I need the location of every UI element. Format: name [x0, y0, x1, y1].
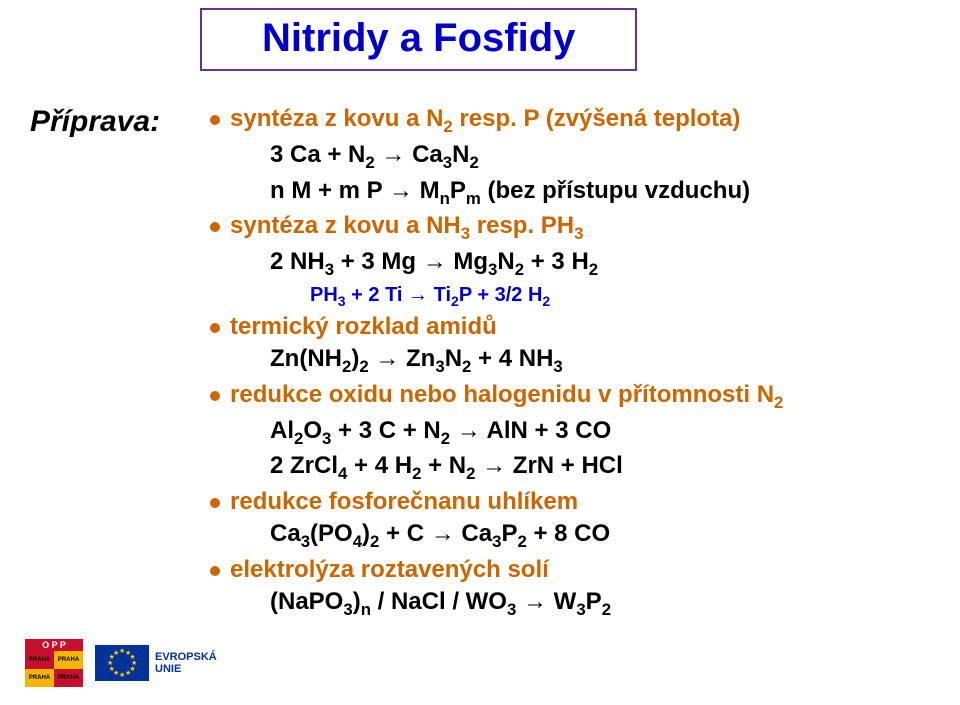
- bullet-dot-icon: [210, 115, 220, 125]
- bullet-dot-icon: [210, 391, 220, 401]
- bullet-level1: redukce fosforečnanu uhlíkem: [210, 488, 930, 516]
- eu-star-icon: ★: [119, 671, 125, 679]
- opp-sq: PRAHA: [25, 651, 54, 669]
- subtitle: Příprava:: [30, 105, 160, 139]
- bullet-dot-icon: [210, 222, 220, 232]
- equation-line: Al2O3 + 3 C + N2 → AlN + 3 CO: [270, 417, 930, 449]
- eu-star-icon: ★: [113, 649, 119, 657]
- title-text: Nitridy a Fosfidy: [262, 16, 575, 60]
- eu-star-icon: ★: [125, 669, 131, 677]
- equation-line: 2 ZrCl4 + 4 H2 + N2 → ZrN + HCl: [270, 452, 930, 484]
- bullet-dot-icon: [210, 566, 220, 576]
- opp-sq: PRAHA: [54, 651, 83, 669]
- bullet-text: redukce oxidu nebo halogenidu v přítomno…: [230, 381, 783, 413]
- eu-flag-icon: ★★★★★★★★★★★★: [95, 645, 149, 681]
- bullet-level1: syntéza z kovu a N2 resp. P (zvýšená tep…: [210, 105, 930, 137]
- bullet-level1: elektrolýza roztavených solí: [210, 556, 930, 584]
- eu-logo: ★★★★★★★★★★★★ EVROPSKÁ UNIE: [95, 645, 217, 681]
- bullet-text: elektrolýza roztavených solí: [230, 556, 549, 584]
- opp-logo-label: O P P: [25, 639, 83, 651]
- equation-line: 3 Ca + N2 → Ca3N2: [270, 141, 930, 173]
- equation-line: PH3 + 2 Ti → Ti2P + 3/2 H2: [310, 284, 930, 309]
- bullet-text: syntéza z kovu a NH3 resp. PH3: [230, 212, 583, 244]
- eu-label: EVROPSKÁ UNIE: [155, 651, 217, 675]
- footer-logos: O P P PRAHA PRAHA PRAHA PRAHA ★★★★★★★★★★…: [25, 639, 217, 687]
- bullet-text: termický rozklad amidů: [230, 313, 497, 341]
- bullet-dot-icon: [210, 498, 220, 508]
- equation-line: Zn(NH2)2 → Zn3N2 + 4 NH3: [270, 345, 930, 377]
- equation-line: n M + m P → MnPm (bez přístupu vzduchu): [270, 177, 930, 209]
- bullet-level1: termický rozklad amidů: [210, 313, 930, 341]
- equation-line: (NaPO3)n / NaCl / WO3 → W3P2: [270, 588, 930, 620]
- bullet-text: redukce fosforečnanu uhlíkem: [230, 488, 578, 516]
- title-box: Nitridy a Fosfidy: [200, 8, 637, 71]
- bullet-text: syntéza z kovu a N2 resp. P (zvýšená tep…: [230, 105, 740, 137]
- bullet-level1: syntéza z kovu a NH3 resp. PH3: [210, 212, 930, 244]
- opp-sq: PRAHA: [54, 669, 83, 687]
- bullet-level1: redukce oxidu nebo halogenidu v přítomno…: [210, 381, 930, 413]
- bullet-dot-icon: [210, 323, 220, 333]
- equation-line: 2 NH3 + 3 Mg → Mg3N2 + 3 H2: [270, 248, 930, 280]
- equation-line: Ca3(PO4)2 + C → Ca3P2 + 8 CO: [270, 520, 930, 552]
- opp-sq: PRAHA: [25, 669, 54, 687]
- content-area: syntéza z kovu a N2 resp. P (zvýšená tep…: [210, 105, 930, 624]
- opp-logo: O P P PRAHA PRAHA PRAHA PRAHA: [25, 639, 83, 687]
